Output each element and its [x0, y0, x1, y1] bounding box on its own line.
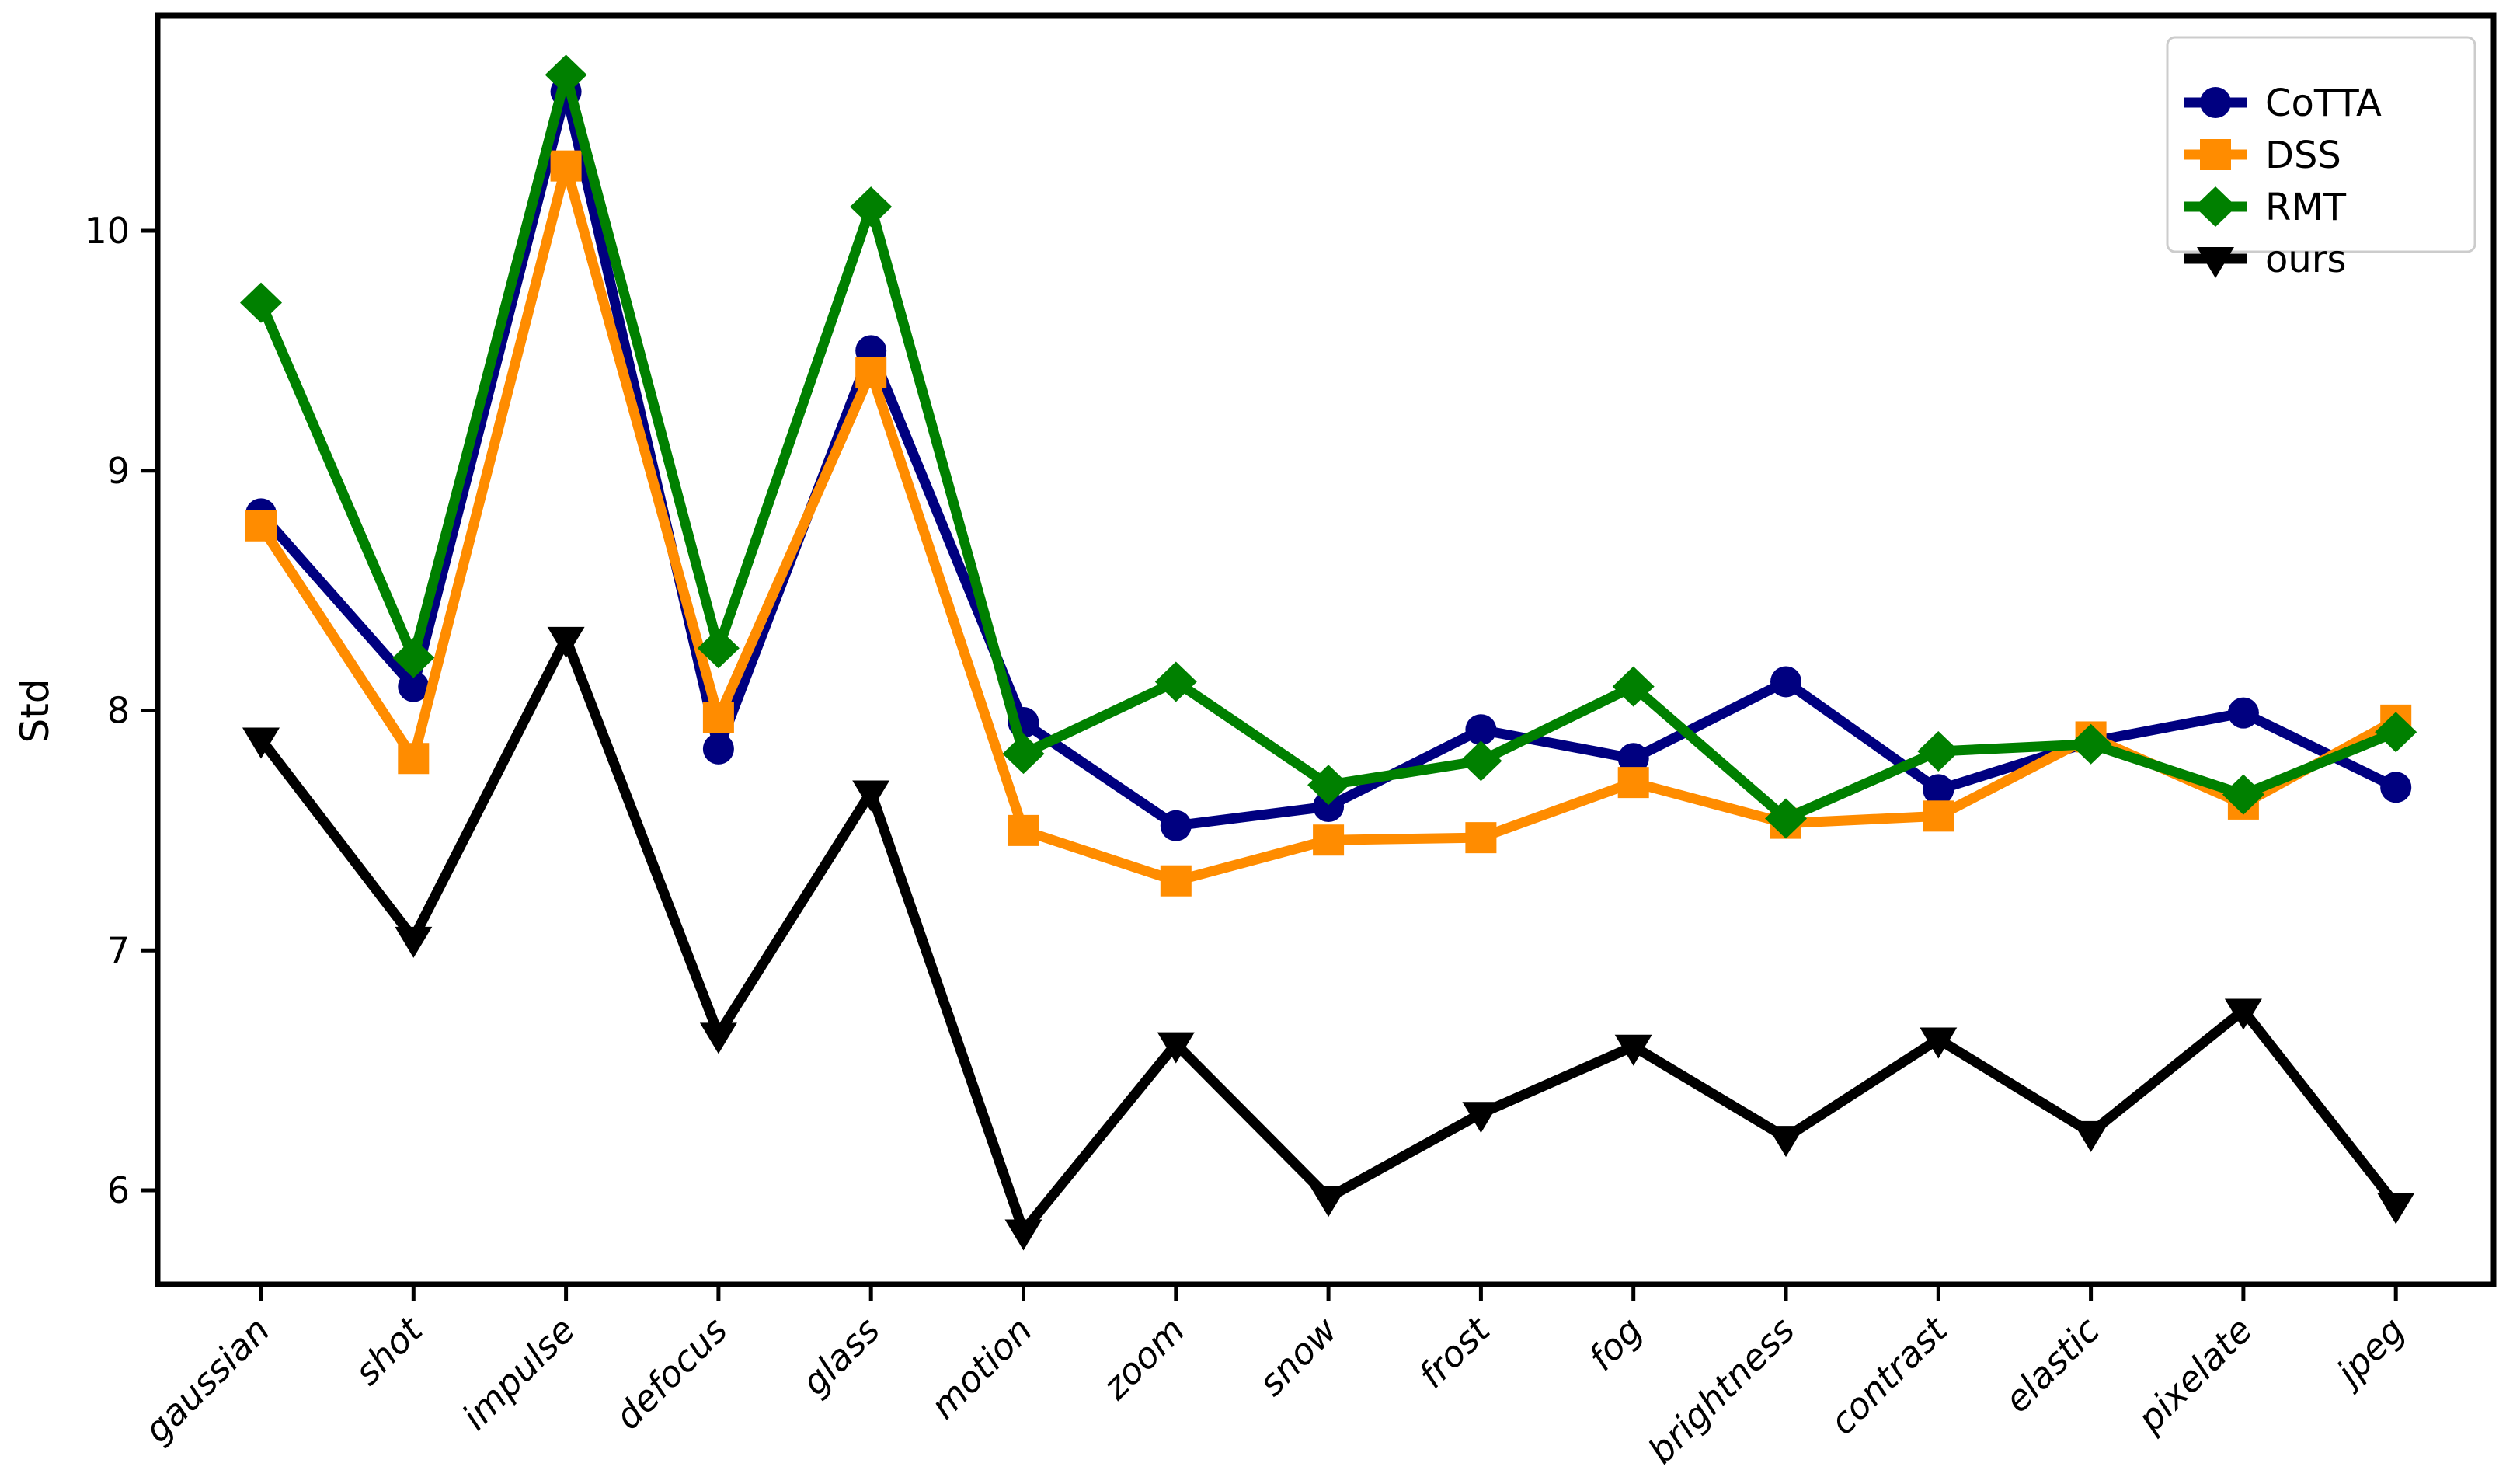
- series-marker-DSS: [1923, 800, 1954, 832]
- series-marker-CoTTA: [702, 733, 734, 765]
- series-marker-DSS: [1008, 814, 1039, 846]
- series-marker-RMT: [240, 282, 282, 323]
- legend-item-label: ours: [2265, 238, 2347, 281]
- series-marker-CoTTA: [1160, 810, 1192, 841]
- x-tick-label: brightness: [1640, 1309, 1803, 1472]
- y-tick-label: 9: [107, 450, 130, 492]
- x-tick-label: shot: [346, 1308, 432, 1393]
- series-marker-CoTTA: [1465, 714, 1497, 746]
- series-marker-ours: [2224, 998, 2262, 1030]
- y-tick-label: 6: [107, 1169, 130, 1211]
- series-RMT: [240, 54, 2417, 839]
- legend-item-RMT: RMT: [2184, 186, 2347, 229]
- legend: CoTTA DSS RMT ours: [2166, 36, 2476, 281]
- y-axis-label: Std: [12, 678, 57, 743]
- series-marker-RMT: [850, 186, 893, 228]
- series-marker-DSS: [1617, 767, 1649, 799]
- series-marker-RMT: [697, 628, 740, 669]
- series-ours: [242, 626, 2415, 1251]
- x-tick-label: zoom: [1094, 1309, 1192, 1408]
- x-tick-label: gaussian: [136, 1309, 278, 1451]
- series-marker-CoTTA: [398, 671, 430, 702]
- series-marker-RMT: [392, 637, 435, 678]
- series-layer: [240, 54, 2417, 1251]
- series-marker-DSS: [398, 743, 430, 775]
- series-marker-DSS: [855, 357, 887, 388]
- y-tick-label: 7: [107, 929, 130, 971]
- series-marker-RMT: [1917, 730, 1960, 772]
- legend-item-label: DSS: [2265, 134, 2341, 177]
- axes-layer: 6 7 8 9 10 gaussian shot impulse defocus glass mot…: [84, 12, 2497, 1472]
- series-marker-RMT: [2222, 774, 2264, 815]
- series-marker-DSS: [1160, 865, 1192, 897]
- series-marker-ours: [2377, 1193, 2415, 1224]
- series-marker-DSS: [550, 150, 582, 182]
- series-marker-ours: [395, 926, 433, 958]
- series-marker-DSS: [245, 510, 277, 542]
- legend-item-label: CoTTA: [2265, 82, 2382, 125]
- x-tick-label: fog: [1580, 1309, 1650, 1379]
- series-marker-ours: [1920, 1027, 1958, 1059]
- y-tick-label: 8: [107, 690, 130, 732]
- series-marker-DSS: [1465, 822, 1497, 854]
- series-marker-ours: [1157, 1032, 1195, 1064]
- x-tick-label: snow: [1251, 1308, 1346, 1404]
- series-marker-RMT: [1002, 733, 1045, 775]
- legend-item-ours: ours: [2184, 238, 2347, 281]
- x-tick-label: defocus: [607, 1309, 736, 1438]
- x-tick-label: jpeg: [2325, 1309, 2413, 1397]
- x-tick-label: glass: [793, 1309, 888, 1404]
- series-marker-CoTTA: [1313, 791, 1345, 822]
- diamond-icon: [2195, 186, 2236, 227]
- series-marker-RMT: [1307, 765, 1350, 806]
- series-line-CoTTA: [256, 86, 2401, 831]
- series-marker-CoTTA: [1617, 743, 1649, 775]
- legend-item-DSS: DSS: [2184, 134, 2341, 177]
- series-marker-RMT: [1154, 661, 1197, 702]
- series-marker-ours: [2072, 1120, 2110, 1152]
- y-tick-label: 10: [84, 210, 130, 252]
- legend-item-label: RMT: [2265, 186, 2347, 229]
- series-marker-ours: [699, 1022, 737, 1054]
- series-marker-RMT: [1765, 798, 1807, 839]
- series-marker-ours: [547, 626, 585, 658]
- x-tick-label: motion: [922, 1309, 1040, 1427]
- legend-box: [2166, 36, 2476, 253]
- series-marker-ours: [1614, 1034, 1652, 1066]
- square-icon: [2200, 139, 2231, 170]
- series-marker-RMT: [1460, 740, 1502, 782]
- x-tick-label: impulse: [454, 1309, 583, 1438]
- series-marker-ours: [242, 727, 280, 759]
- x-tick-label: frost: [1411, 1308, 1499, 1396]
- circle-icon: [2200, 87, 2231, 118]
- x-tick-label: contrast: [1822, 1308, 1957, 1443]
- series-line-RMT: [256, 69, 2401, 824]
- series-marker-DSS: [702, 702, 734, 733]
- series-marker-CoTTA: [1923, 774, 1954, 806]
- plot-frame: [155, 12, 2497, 1287]
- series-marker-CoTTA: [2380, 772, 2412, 803]
- series-marker-RMT: [2069, 723, 2112, 765]
- series-marker-ours: [1004, 1219, 1042, 1251]
- series-marker-DSS: [1313, 824, 1345, 856]
- series-CoTTA: [245, 75, 2412, 841]
- series-marker-RMT: [2375, 712, 2417, 753]
- series-marker-CoTTA: [1770, 666, 1801, 698]
- series-marker-ours: [852, 780, 890, 812]
- series-marker-ours: [1767, 1126, 1805, 1158]
- legend-item-CoTTA: CoTTA: [2184, 82, 2382, 125]
- series-marker-ours: [1310, 1186, 1348, 1218]
- series-marker-RMT: [545, 54, 587, 96]
- x-tick-label: elastic: [1996, 1309, 2108, 1421]
- triangle-down-icon: [2197, 247, 2234, 278]
- x-tick-label: pixelate: [2128, 1309, 2261, 1441]
- series-marker-ours: [1462, 1102, 1500, 1134]
- series-marker-RMT: [1612, 666, 1655, 707]
- series-marker-CoTTA: [2227, 697, 2259, 729]
